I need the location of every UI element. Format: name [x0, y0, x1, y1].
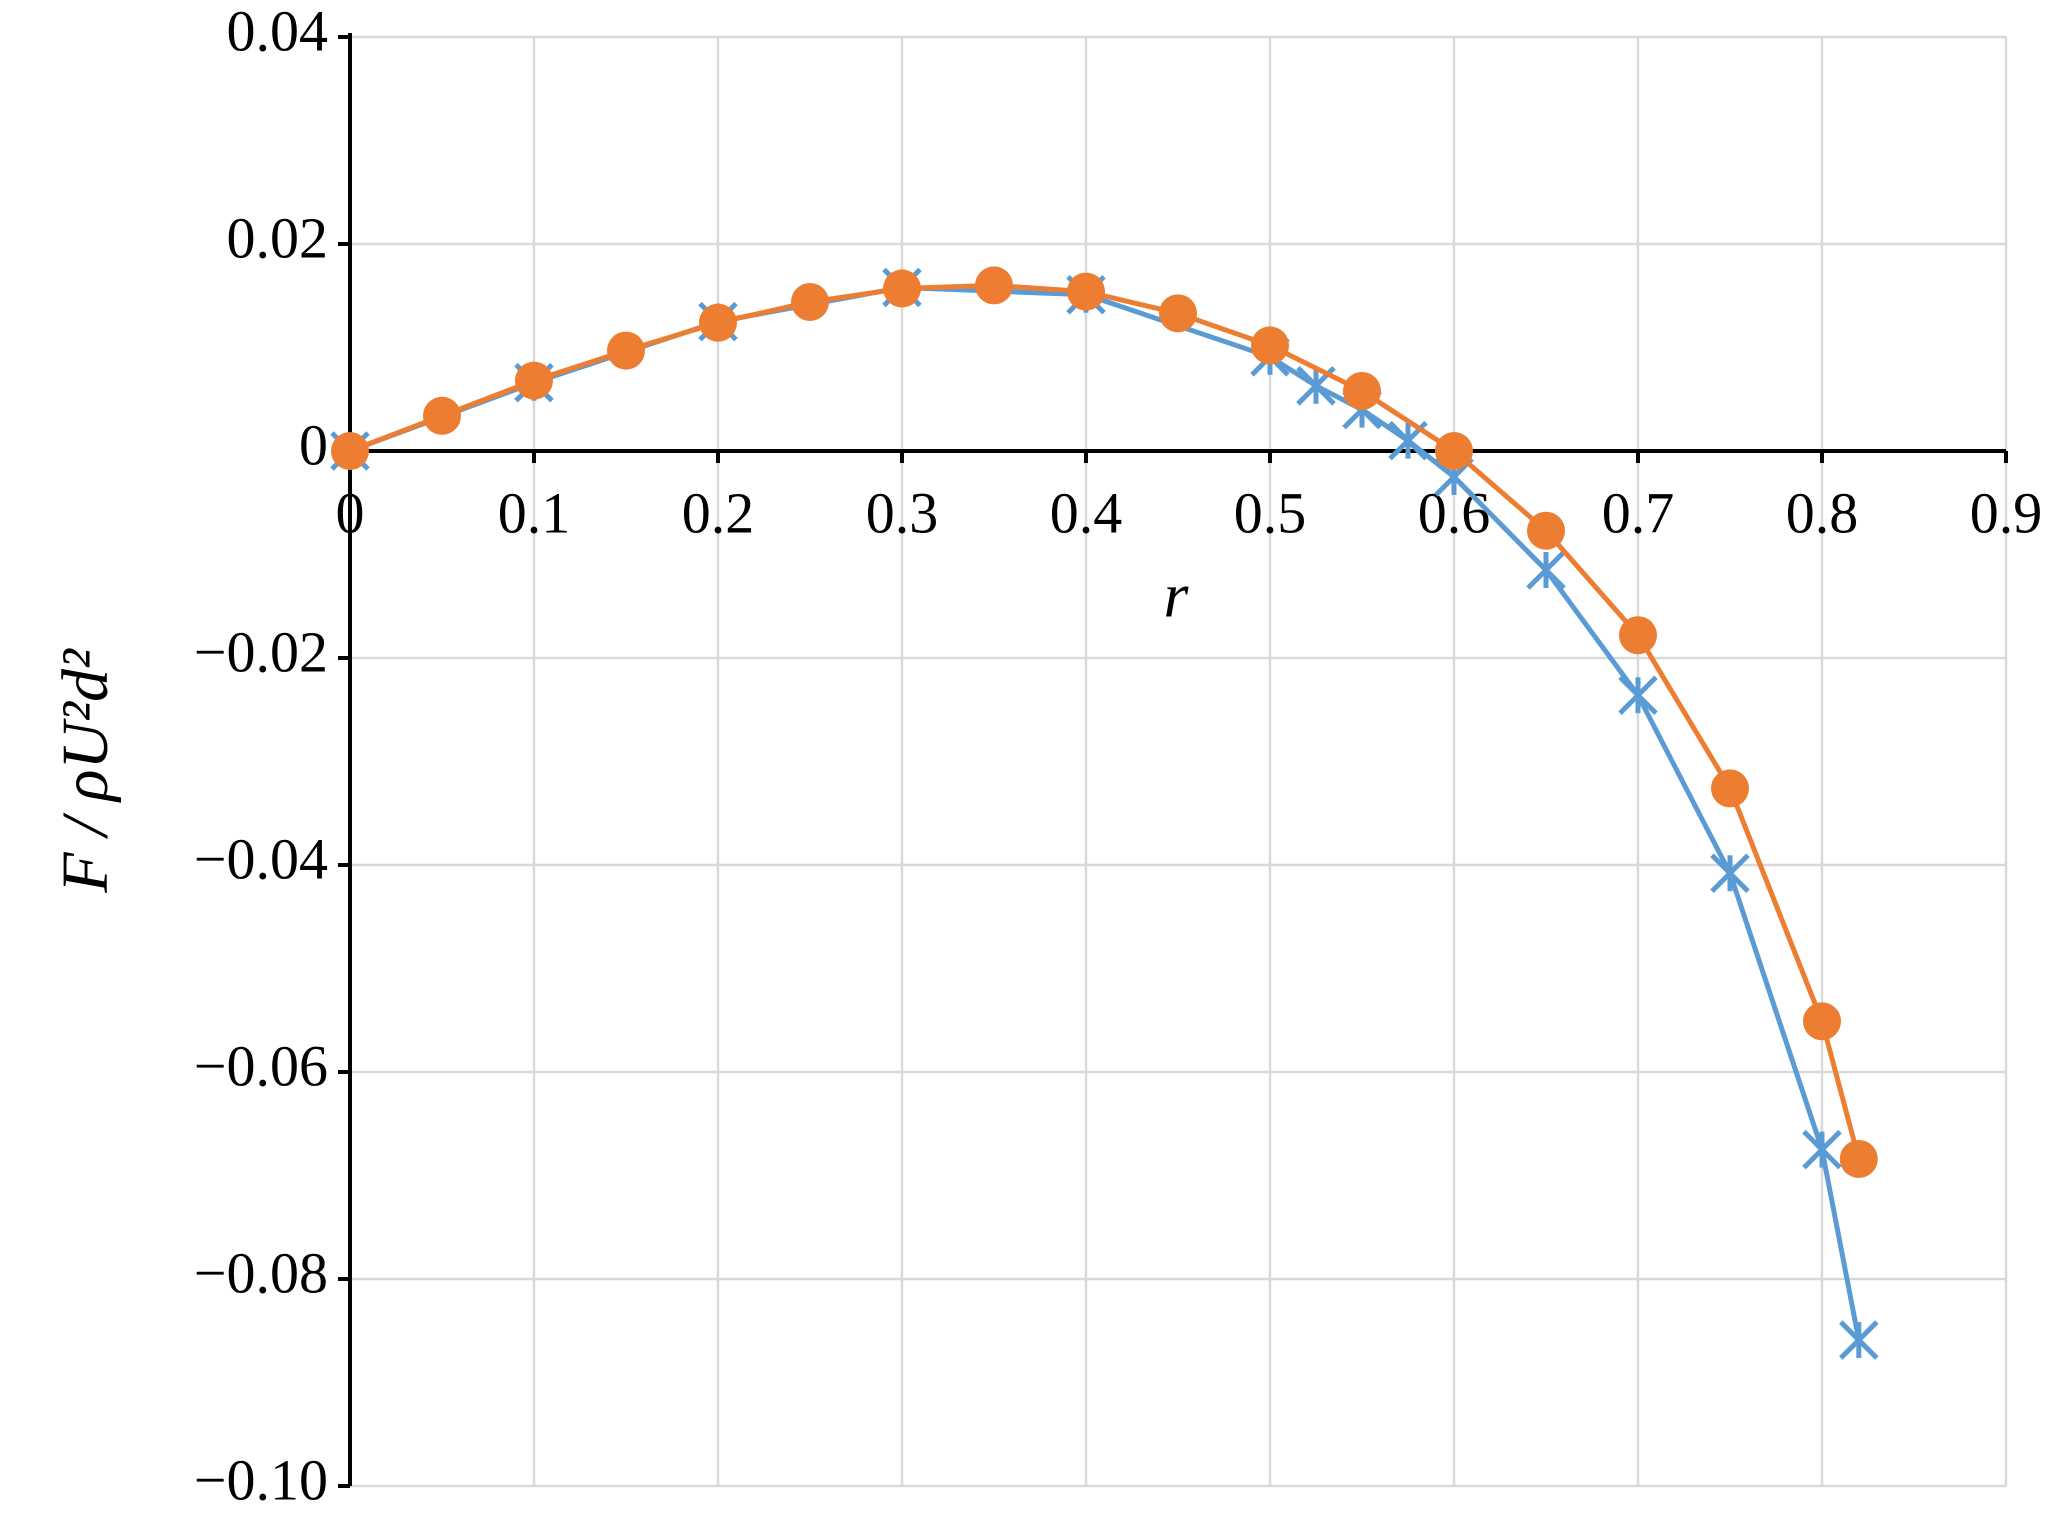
- data-point: [607, 331, 645, 370]
- data-point: [1159, 294, 1197, 333]
- x-tick-label: 0.9: [1970, 480, 2043, 545]
- data-point: [699, 303, 737, 342]
- data-point: [1343, 371, 1381, 410]
- series-line: [349, 284, 1862, 1341]
- y-tick-label: −0.06: [194, 1033, 328, 1098]
- data-point: [515, 361, 553, 400]
- data-point: [1619, 616, 1657, 655]
- data-point: [1710, 853, 1750, 894]
- x-axis-label: r: [1164, 560, 1190, 631]
- data-point: [423, 396, 461, 435]
- data-point: [1839, 1320, 1879, 1360]
- y-tick-label: 0.04: [227, 0, 329, 63]
- data-point: [1618, 675, 1658, 716]
- data-point: [1711, 769, 1749, 808]
- y-axis-label: F / ρU²d²: [49, 648, 122, 894]
- y-tick-label: −0.02: [194, 619, 328, 684]
- y-tick-label: 0.02: [227, 205, 329, 270]
- data-point: [331, 432, 369, 470]
- data-point: [1803, 1002, 1841, 1041]
- data-point: [1067, 272, 1105, 311]
- data-point: [1526, 550, 1566, 590]
- data-point: [883, 269, 921, 308]
- data-point: [1251, 326, 1289, 365]
- x-tick-label: 0.4: [1050, 480, 1123, 545]
- data-point: [1527, 511, 1565, 550]
- y-tick-label: −0.08: [194, 1240, 328, 1305]
- data-point: [1839, 1139, 1878, 1178]
- y-tick-label: −0.10: [194, 1447, 328, 1512]
- data-point: [791, 282, 829, 321]
- x-tick-label: 0.2: [682, 480, 755, 545]
- x-tick-label: 0.8: [1786, 480, 1859, 545]
- x-tick-label: 0.3: [866, 480, 939, 545]
- data-point: [975, 266, 1013, 305]
- x-tick-label: 0: [336, 480, 365, 545]
- x-tick-label: 0.1: [498, 480, 571, 545]
- series-line: [349, 282, 1862, 1160]
- y-tick-label: 0: [299, 412, 328, 477]
- y-tick-label: −0.04: [194, 826, 328, 891]
- x-tick-label: 0.5: [1234, 480, 1307, 545]
- data-point: [1435, 432, 1473, 470]
- x-tick-label: 0.7: [1602, 480, 1675, 545]
- data-point: [1802, 1129, 1842, 1170]
